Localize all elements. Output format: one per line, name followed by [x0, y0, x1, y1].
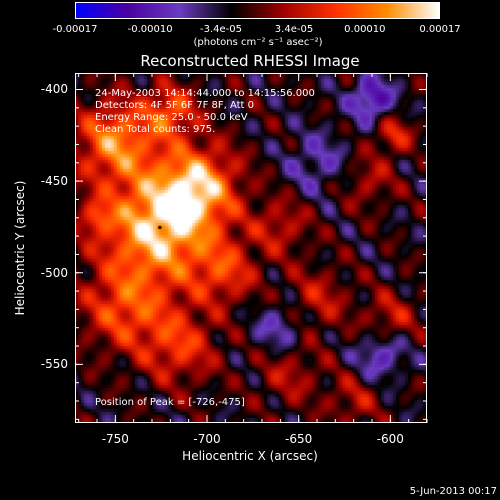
colorbar-tick-label: -0.00010	[127, 24, 173, 35]
colorbar-tick-label: 0.00017	[419, 24, 461, 35]
y-tick-label: -450	[40, 174, 68, 189]
annotation-counts: Clean Total counts: 975.	[95, 124, 216, 135]
x-tick-label: -750	[101, 432, 129, 446]
chart-title: Reconstructed RHESSI Image	[140, 52, 360, 70]
y-tick-label: -550	[40, 357, 68, 372]
y-axis-label: Heliocentric Y (arcsec)	[13, 180, 27, 316]
colorbar-tick-label: 3.4e-05	[274, 24, 314, 35]
colorbar	[75, 2, 440, 19]
footer-date: 5-Jun-2013 00:17	[409, 486, 497, 497]
x-tick-label: -700	[193, 432, 221, 446]
annotation-detectors: Detectors: 4F 5F 6F 7F 8F, Att 0	[95, 100, 255, 111]
colorbar-tick-label: -0.00017	[52, 24, 98, 35]
annotation-energy: Energy Range: 25.0 - 50.0 keV	[95, 112, 248, 123]
annotation-time: 24-May-2003 14:14:44.000 to 14:15:56.000	[95, 88, 315, 99]
colorbar-units: (photons cm⁻² s⁻¹ asec⁻²)	[193, 37, 323, 48]
x-tick-label: -650	[285, 432, 313, 446]
x-axis-label: Heliocentric X (arcsec)	[182, 449, 318, 463]
heatmap-image	[75, 73, 427, 423]
x-tick-label: -600	[376, 432, 404, 446]
y-tick-label: -400	[40, 82, 68, 97]
colorbar-tick-label: -3.4e-05	[200, 24, 242, 35]
peak-position-label: Position of Peak = [-726,-475]	[95, 397, 245, 408]
colorbar-tick-label: 0.00010	[344, 24, 386, 35]
y-tick-label: -500	[40, 265, 68, 280]
